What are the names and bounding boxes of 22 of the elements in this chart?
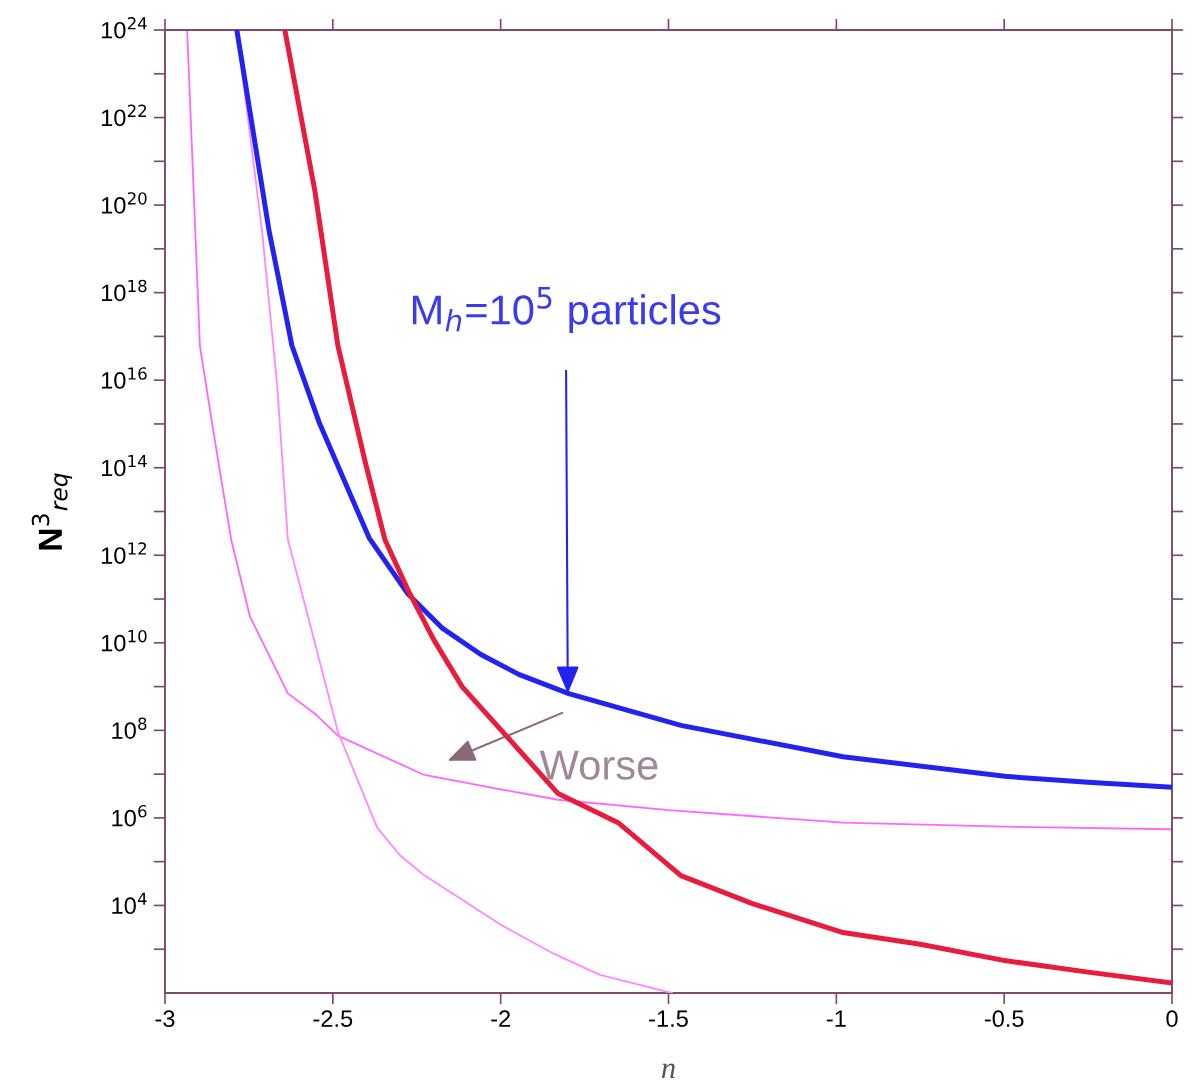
y-tick-label: 10$^{12}$ <box>101 542 147 564</box>
y-tick-label: 10$^{18}$ <box>101 279 147 302</box>
x-tick-label: -2 <box>491 1010 510 1027</box>
x-tick-label: -2.5 <box>313 1010 353 1028</box>
y-tick-label: 10$^{24}$ <box>101 17 147 39</box>
annotation: M$_{h}$=10$^{5}$ particles <box>412 287 721 333</box>
x-tick-label: -1.5 <box>649 1010 688 1028</box>
x-tick-label: -1 <box>826 1010 846 1027</box>
x-tick-label: -0.5 <box>984 1010 1024 1028</box>
y-tick-label: 10$^{20}$ <box>101 192 147 214</box>
y-tick-label: 10$^{4}$ <box>112 892 147 915</box>
y-tick-label: 10$^{14}$ <box>101 455 147 477</box>
y-tick-label: 10$^{22}$ <box>101 104 147 127</box>
y-tick-label: 10$^{10}$ <box>101 629 147 652</box>
annotation: Worse <box>539 750 658 780</box>
x-axis-title: n <box>661 1063 675 1078</box>
y-tick-label: 10$^{8}$ <box>112 717 147 739</box>
y-tick-label: 10$^{6}$ <box>112 804 147 827</box>
x-tick-label: 0 <box>1166 1010 1178 1028</box>
y-axis-title: N$^{3}$$_{req}$ <box>31 473 73 550</box>
y-tick-label: 10$^{16}$ <box>101 367 147 389</box>
x-tick-label: -3 <box>155 1010 175 1028</box>
